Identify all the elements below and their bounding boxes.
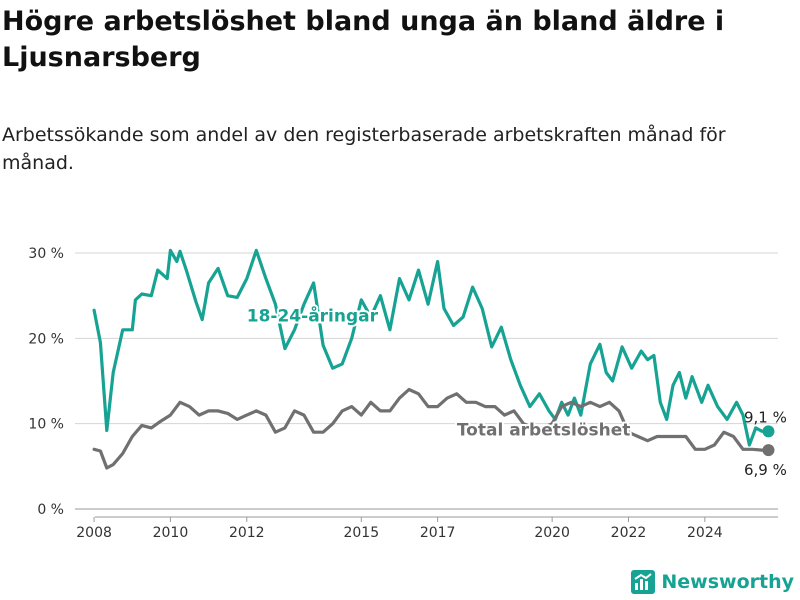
series-label-total: Total arbetslöshet bbox=[457, 421, 631, 441]
x-tick-label: 2022 bbox=[611, 525, 647, 541]
bar-chart-logo-icon bbox=[631, 570, 656, 594]
x-tick-label: 2015 bbox=[343, 525, 379, 541]
series-label-18-24-halo: 18-24-åringar bbox=[247, 304, 379, 326]
y-tick-label: 20 % bbox=[28, 331, 64, 347]
series-line-total bbox=[92, 387, 771, 470]
end-point-18-24 bbox=[762, 425, 775, 438]
series-line-18-24 bbox=[92, 248, 771, 447]
gridlines bbox=[75, 252, 778, 510]
end-value-18-24: 9,1 % bbox=[744, 408, 787, 426]
end-point-total bbox=[762, 444, 775, 457]
y-tick-label: 0 % bbox=[37, 502, 64, 518]
end-value-total: 6,9 % bbox=[744, 461, 787, 479]
x-tick-label: 2017 bbox=[420, 525, 456, 541]
series-lines bbox=[92, 248, 775, 470]
series-label-total-halo: Total arbetslöshet bbox=[457, 421, 631, 441]
y-tick-label: 30 % bbox=[28, 246, 64, 262]
x-axis: 2008 2010 2012 2015 2017 2020 2022 2024 bbox=[76, 516, 778, 541]
chart-title: Högre arbetslöshet bland unga än bland ä… bbox=[2, 6, 725, 73]
y-tick-label: 10 % bbox=[28, 417, 64, 433]
x-tick-label: 2020 bbox=[534, 525, 570, 541]
x-tick-label: 2012 bbox=[229, 525, 265, 541]
x-tick-label: 2024 bbox=[687, 525, 723, 541]
brand-name: Newsworthy bbox=[661, 571, 794, 593]
newsworthy-brand: Newsworthy bbox=[631, 570, 794, 594]
y-axis: 0 % 10 % 20 % 30 % bbox=[28, 246, 64, 518]
chart-subtitle: Arbetssökande som andel av den registerb… bbox=[2, 124, 726, 174]
x-tick-label: 2008 bbox=[76, 525, 112, 541]
x-tick-label: 2010 bbox=[153, 525, 189, 541]
series-label-18-24: 18-24-åringar bbox=[247, 304, 379, 326]
